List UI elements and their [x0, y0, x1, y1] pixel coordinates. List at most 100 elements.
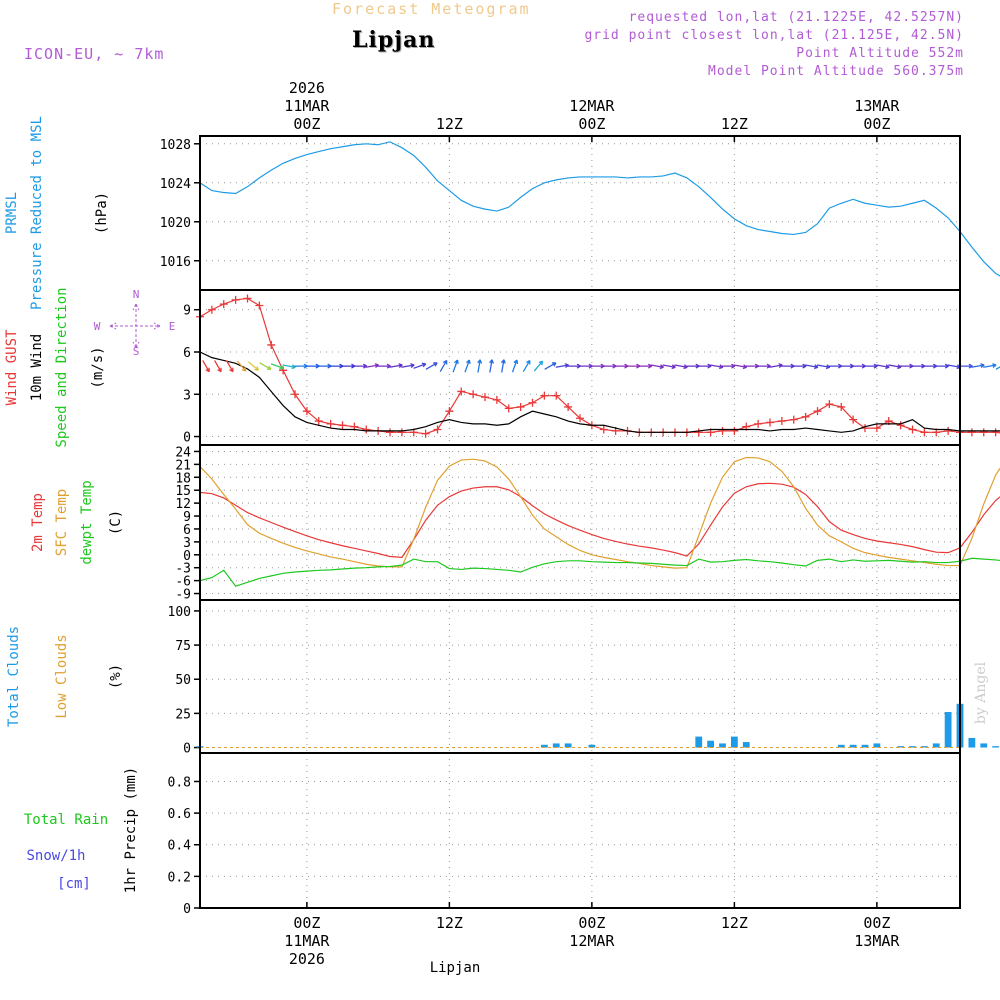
gust-marker: [801, 412, 810, 421]
gust-marker: [944, 426, 953, 435]
requested-coords: requested lon,lat (21.1225E, 42.5257N): [628, 10, 964, 25]
wind-direction-arrow: [603, 363, 617, 369]
gust-marker: [516, 402, 525, 411]
wind-direction-arrow: [923, 363, 938, 369]
clouds-title-line: Total Clouds: [6, 626, 22, 727]
wind-direction-arrow: [282, 364, 296, 370]
footer-station-name: Lipjan: [430, 960, 481, 976]
wind-direction-arrow: [935, 363, 949, 369]
grid-point-coords: grid point closest lon,lat (21.125E, 42.…: [584, 28, 964, 43]
gust-marker: [362, 425, 371, 434]
precip-ytick-label: 0.2: [168, 870, 191, 885]
model-point-altitude: Model Point Altitude 560.375m: [708, 64, 964, 79]
cloud-bar: [932, 743, 940, 748]
temperature-ytick-label: 24: [175, 445, 191, 460]
wind-direction-arrow: [225, 360, 234, 373]
gust-marker: [314, 417, 323, 426]
wind-direction-arrow: [555, 363, 569, 368]
gust-marker: [730, 426, 739, 435]
wind-direction-arrow: [721, 363, 736, 369]
wind-direction-arrow: [477, 359, 483, 373]
gust-marker: [469, 390, 478, 399]
top-xtick-label: 12MAR: [569, 97, 615, 115]
wind-direction-arrow: [202, 360, 210, 373]
wind-direction-arrow: [769, 363, 783, 368]
wind-direction-arrow: [757, 363, 771, 369]
gust-marker: [302, 407, 311, 416]
wind-direction-arrow: [971, 363, 985, 368]
gust-marker: [979, 428, 988, 437]
wind-direction-arrow: [995, 366, 1000, 370]
bottom-xtick-label: 00Z: [863, 914, 890, 932]
temperature-title-line: 2m Temp: [30, 493, 46, 552]
wind-direction-arrow: [270, 363, 284, 370]
gust-marker: [397, 428, 406, 437]
bottom-xtick-label: 12Z: [721, 914, 748, 932]
precip-legend-total-rain: Total Rain: [24, 812, 108, 828]
gust-marker: [481, 393, 489, 402]
gust-marker: [540, 391, 549, 400]
gust-marker: [433, 425, 442, 434]
wind-direction-arrow: [864, 363, 878, 369]
clouds-ytick-label: 50: [175, 673, 191, 688]
wind-direction-arrow: [626, 363, 641, 369]
bottom-xtick-label: 12Z: [436, 914, 463, 932]
compass-west: W: [94, 320, 101, 333]
wind-direction-arrow: [413, 362, 427, 369]
temperature-ytick-label: -9: [175, 588, 191, 603]
wind-unit-label: (m/s): [90, 346, 106, 388]
compass-east: E: [169, 320, 176, 333]
wind-direction-arrow: [710, 364, 724, 370]
cloud-bar: [944, 712, 952, 748]
pressure-ytick-label: 1028: [160, 138, 191, 153]
wind-direction-arrow: [294, 363, 308, 369]
wind-direction-arrow: [662, 364, 676, 370]
wind-direction-arrow: [781, 363, 795, 369]
wind-title-line: Speed and Direction: [54, 287, 70, 447]
wind-direction-arrow: [638, 363, 653, 369]
clouds-title-line: Low Clouds: [54, 634, 70, 718]
wind-direction-arrow: [533, 360, 544, 372]
wind-direction-arrow: [377, 363, 391, 369]
wind-direction-arrow: [959, 363, 973, 369]
pressure-panel-frame: [199, 135, 961, 291]
temperature-series-sfc-temp: [199, 456, 1000, 569]
gust-marker: [837, 402, 846, 411]
cloud-bar: [719, 743, 726, 748]
top-xtick-label: 13MAR: [854, 97, 900, 115]
temperature-series-2m-temp: [199, 482, 1000, 558]
precip-legend-snow: Snow/1h: [26, 848, 85, 864]
top-xtick-label: 11MAR: [284, 97, 330, 115]
temperature-ytick-label: -6: [175, 575, 191, 590]
gust-marker: [207, 305, 216, 314]
wind-direction-arrow: [900, 363, 914, 369]
wind-direction-arrow: [306, 363, 320, 369]
pressure-title-line: Pressure Reduced to MSL: [29, 116, 45, 310]
wind-direction-arrow: [439, 359, 448, 373]
precip-ytick-label: 0.6: [168, 807, 191, 822]
wind-ytick-label: 9: [183, 304, 191, 319]
cloud-bar: [552, 743, 560, 748]
pressure-ytick-label: 1016: [160, 255, 191, 270]
temperature-ytick-label: 21: [175, 458, 191, 473]
bottom-xtick-label: 00Z: [578, 914, 605, 932]
cloud-bar: [564, 743, 572, 748]
wind-direction-arrow: [500, 359, 506, 373]
wind-direction-arrow: [852, 363, 866, 369]
gust-marker: [967, 428, 976, 437]
cloud-bar: [992, 746, 1000, 748]
wind-direction-arrow: [911, 363, 926, 369]
gust-marker: [920, 428, 929, 437]
wind-direction-arrow: [947, 364, 961, 370]
temperature-series-dewpt-temp: [199, 557, 1000, 587]
wind-direction-arrow: [733, 364, 748, 370]
cloud-bar: [742, 742, 750, 748]
pressure-series-prmsl: [199, 141, 1000, 277]
top-xtick-label: 00Z: [863, 115, 890, 133]
wind-direction-arrow: [745, 363, 759, 369]
pressure-unit-label: (hPa): [94, 192, 110, 234]
gust-marker: [338, 421, 347, 430]
gust-marker: [528, 398, 537, 407]
gust-marker: [219, 300, 228, 309]
